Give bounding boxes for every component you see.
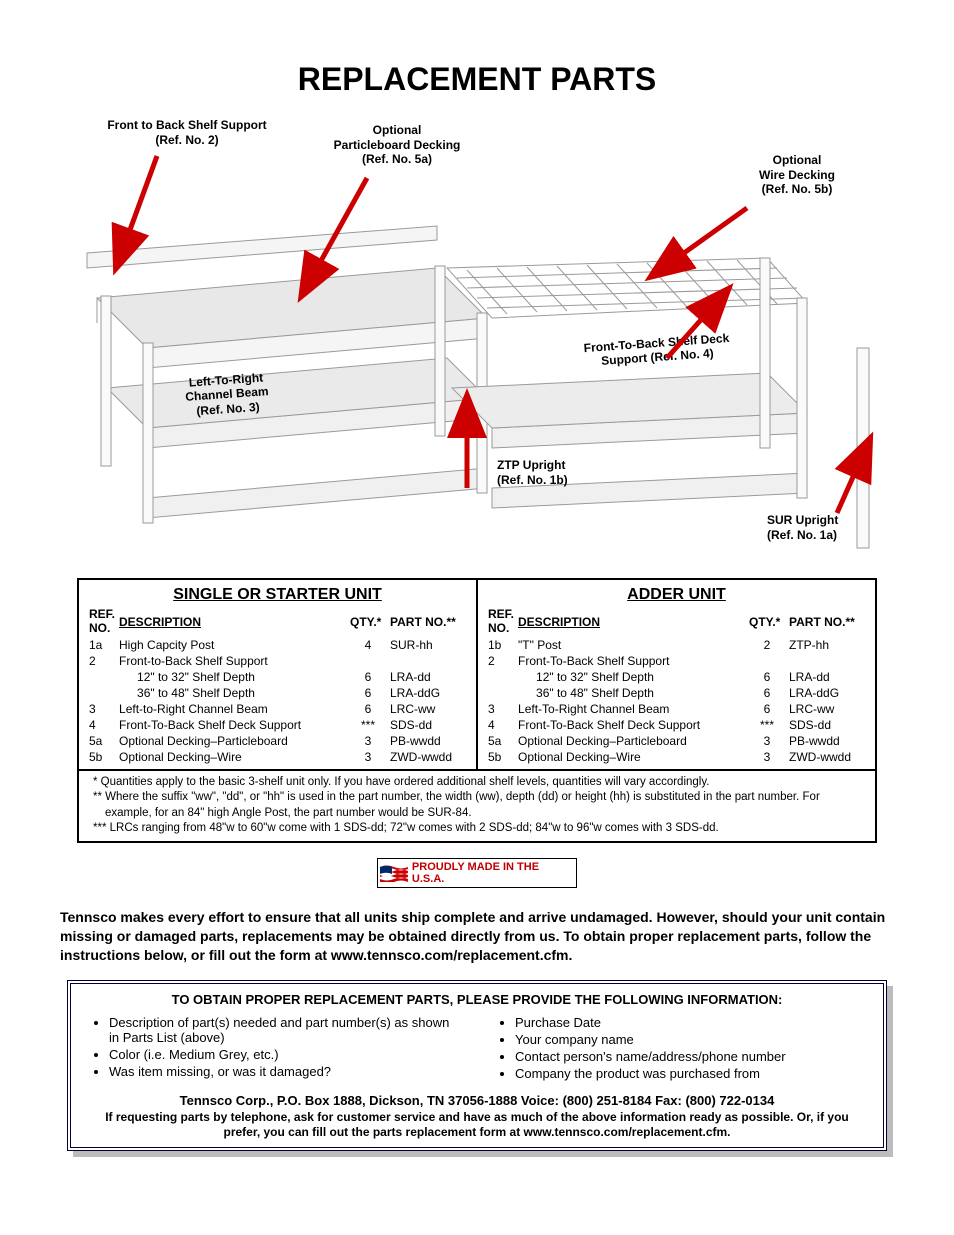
table-row: 5aOptional Decking–Particleboard3PB-wwdd bbox=[486, 733, 867, 749]
callout-sur: SUR Upright (Ref. No. 1a) bbox=[767, 513, 877, 542]
table-row: 5bOptional Decking–Wire3ZWD-wwdd bbox=[87, 749, 468, 765]
table-row: 3Left-To-Right Channel Beam6LRC-ww bbox=[486, 701, 867, 717]
info-item: Color (i.e. Medium Grey, etc.) bbox=[109, 1047, 457, 1062]
contact-line: Tennsco Corp., P.O. Box 1888, Dickson, T… bbox=[91, 1093, 863, 1108]
table-row: 36" to 48" Shelf Depth6LRA-ddG bbox=[87, 685, 468, 701]
starter-title: SINGLE OR STARTER UNIT bbox=[87, 586, 468, 604]
info-col-left: Description of part(s) needed and part n… bbox=[91, 1015, 457, 1083]
table-row: 2Front-To-Back Shelf Support bbox=[486, 653, 867, 669]
col-desc: DESCRIPTION bbox=[117, 606, 348, 636]
starter-unit-table: SINGLE OR STARTER UNIT REF.NO.DESCRIPTIO… bbox=[79, 580, 478, 768]
contact-note: If requesting parts by telephone, ask fo… bbox=[91, 1110, 863, 1141]
info-item: Was item missing, or was it damaged? bbox=[109, 1064, 457, 1079]
info-item: Purchase Date bbox=[515, 1015, 863, 1030]
parts-tables: SINGLE OR STARTER UNIT REF.NO.DESCRIPTIO… bbox=[77, 578, 877, 842]
info-item: Contact person's name/address/phone numb… bbox=[515, 1049, 863, 1064]
callout-wire: Optional Wire Decking (Ref. No. 5b) bbox=[737, 153, 857, 196]
footnote: ** Where the suffix "ww", "dd", or "hh" … bbox=[87, 790, 867, 821]
parts-diagram: Front to Back Shelf Support (Ref. No. 2)… bbox=[67, 118, 887, 548]
table-row: 1aHigh Capcity Post4SUR-hh bbox=[87, 637, 468, 653]
col-ref: REF.NO. bbox=[486, 606, 516, 636]
info-col-right: Purchase Date Your company name Contact pe… bbox=[497, 1015, 863, 1083]
table-row: 12" to 32" Shelf Depth6LRA-dd bbox=[87, 669, 468, 685]
col-desc: DESCRIPTION bbox=[516, 606, 747, 636]
usa-text: PROUDLY MADE IN THE U.S.A. bbox=[412, 861, 574, 885]
adder-unit-table: ADDER UNIT REF.NO.DESCRIPTIONQTY.*PART N… bbox=[478, 580, 875, 768]
footnote: * Quantities apply to the basic 3-shelf … bbox=[87, 775, 867, 791]
table-row: 36" to 48" Shelf Depth6LRA-ddG bbox=[486, 685, 867, 701]
usa-badge: PROUDLY MADE IN THE U.S.A. bbox=[377, 858, 577, 888]
table-row: 2Front-to-Back Shelf Support bbox=[87, 653, 468, 669]
col-ref: REF.NO. bbox=[87, 606, 117, 636]
col-part: PART NO.** bbox=[787, 606, 867, 636]
info-item: Company the product was purchased from bbox=[515, 1066, 863, 1081]
body-paragraph: Tennsco makes every effort to ensure tha… bbox=[60, 908, 894, 965]
adder-title: ADDER UNIT bbox=[486, 586, 867, 604]
table-row: 4Front-To-Back Shelf Deck Support***SDS-… bbox=[87, 717, 468, 733]
flag-icon bbox=[380, 864, 408, 882]
table-row: 4Front-To-Back Shelf Deck Support***SDS-… bbox=[486, 717, 867, 733]
callout-particleboard: Optional Particleboard Decking (Ref. No.… bbox=[317, 123, 477, 166]
callout-lr-channel: Left-To-Right Channel Beam (Ref. No. 3) bbox=[166, 369, 289, 420]
col-qty: QTY.* bbox=[747, 606, 787, 636]
callout-ztp: ZTP Upright (Ref. No. 1b) bbox=[497, 458, 607, 487]
table-row: 5bOptional Decking–Wire3ZWD-wwdd bbox=[486, 749, 867, 765]
col-part: PART NO.** bbox=[388, 606, 468, 636]
table-footnotes: * Quantities apply to the basic 3-shelf … bbox=[79, 769, 875, 841]
table-row: 3Left-to-Right Channel Beam6LRC-ww bbox=[87, 701, 468, 717]
shelf-illustration bbox=[67, 178, 887, 558]
page-title: REPLACEMENT PARTS bbox=[60, 61, 894, 98]
info-item: Description of part(s) needed and part n… bbox=[109, 1015, 457, 1045]
info-heading: TO OBTAIN PROPER REPLACEMENT PARTS, PLEA… bbox=[91, 992, 863, 1007]
table-row: 5aOptional Decking–Particleboard3PB-wwdd bbox=[87, 733, 468, 749]
footnote: *** LRCs ranging from 48"w to 60"w come … bbox=[87, 821, 867, 837]
table-row: 12" to 32" Shelf Depth6LRA-dd bbox=[486, 669, 867, 685]
info-item: Your company name bbox=[515, 1032, 863, 1047]
info-box: TO OBTAIN PROPER REPLACEMENT PARTS, PLEA… bbox=[67, 980, 887, 1151]
callout-fb-support: Front to Back Shelf Support (Ref. No. 2) bbox=[87, 118, 287, 147]
table-row: 1b"T" Post2ZTP-hh bbox=[486, 637, 867, 653]
col-qty: QTY.* bbox=[348, 606, 388, 636]
